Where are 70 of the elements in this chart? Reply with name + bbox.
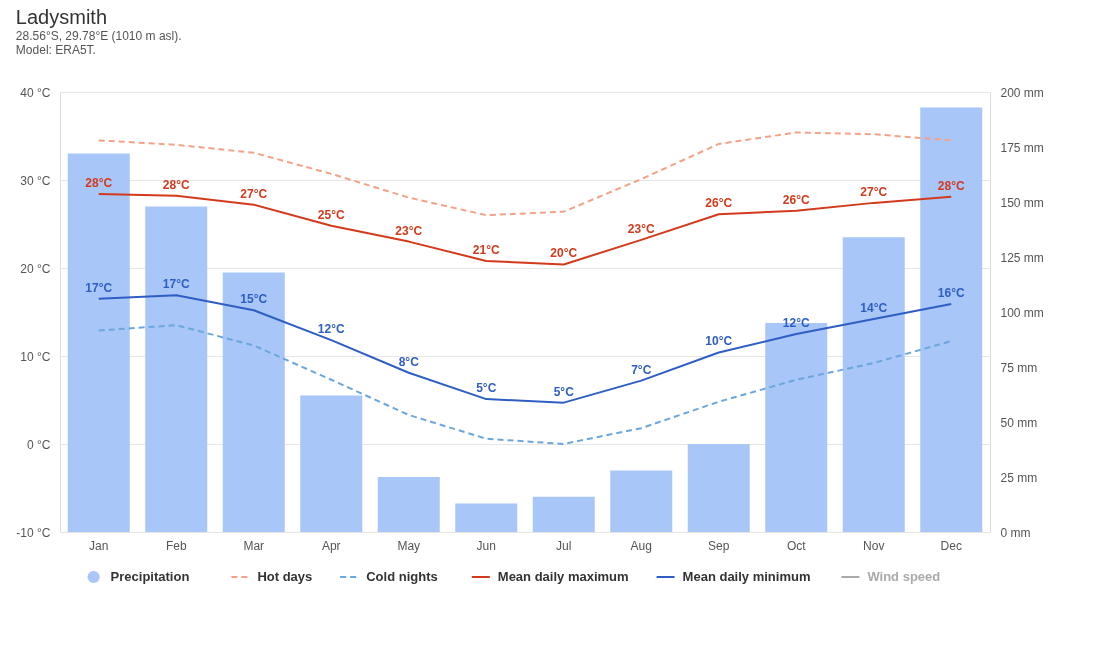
data-label: 8°C [398, 354, 420, 369]
data-label: 7°C [631, 362, 652, 377]
y2-tick-label: 200 mm [1000, 85, 1044, 100]
data-label: 23°C [627, 221, 655, 236]
bar [610, 470, 673, 532]
legend-label: Hot days [257, 569, 313, 584]
bar [455, 503, 518, 532]
data-label: 25°C [317, 207, 345, 222]
y2-tick-label: 100 mm [1000, 305, 1044, 320]
data-label: 17°C [85, 280, 113, 295]
bar [687, 444, 750, 532]
legend-label: Precipitation [110, 569, 190, 584]
legend-label: Mean daily maximum [497, 569, 629, 584]
data-label: 28°C [85, 176, 113, 191]
data-label: 28°C [162, 177, 190, 192]
x-tick-label: Dec [940, 538, 962, 553]
bar [377, 477, 440, 532]
data-label: 17°C [162, 277, 190, 292]
text: Model: ERA5T. [15, 43, 96, 57]
y2-tick-label: 25 mm [1000, 470, 1038, 485]
legend-label: Mean daily minimum [682, 569, 811, 584]
x-tick-label: Jun [476, 538, 496, 553]
y-tick-label: -10 °C [16, 525, 51, 540]
data-label: 26°C [782, 192, 810, 207]
x-tick-label: Mar [243, 538, 265, 553]
bar [532, 496, 595, 532]
x-tick-label: Sep [708, 538, 730, 553]
x-tick-label: Jul [556, 538, 572, 553]
legend-label: Wind speed [867, 569, 941, 584]
data-label: 26°C [705, 196, 733, 211]
data-label: 14°C [860, 301, 888, 316]
bar [145, 206, 208, 532]
data-label: 28°C [937, 178, 965, 193]
bar [920, 107, 983, 532]
y-tick-label: 10 °C [20, 349, 51, 364]
data-label: 12°C [317, 322, 345, 337]
y2-tick-label: 0 mm [1000, 525, 1031, 540]
data-label: 20°C [550, 246, 578, 261]
y-tick-label: 20 °C [20, 261, 51, 276]
bar [67, 153, 130, 532]
bar [222, 272, 285, 532]
x-tick-label: Jan [89, 538, 109, 553]
data-label: 27°C [240, 186, 268, 201]
y-tick-label: 40 °C [20, 85, 51, 100]
x-tick-label: Nov [863, 538, 885, 553]
y2-tick-label: 50 mm [1000, 415, 1038, 430]
bar [842, 237, 905, 532]
data-label: 5°C [476, 381, 497, 396]
data-label: 21°C [472, 242, 500, 257]
y2-tick-label: 175 mm [1000, 140, 1044, 155]
data-label: 16°C [937, 286, 965, 301]
x-tick-label: May [397, 538, 421, 553]
chart-title: Ladysmith [15, 6, 108, 28]
data-label: 15°C [240, 292, 268, 307]
data-label: 10°C [705, 334, 733, 349]
y2-tick-label: 150 mm [1000, 195, 1044, 210]
data-label: 23°C [395, 223, 423, 238]
y-tick-label: 30 °C [20, 173, 51, 188]
data-label: 27°C [860, 184, 888, 199]
x-tick-label: Oct [786, 538, 807, 553]
data-label: 5°C [553, 384, 575, 399]
legend-label: Cold nights [366, 569, 438, 584]
x-tick-label: Aug [630, 538, 652, 553]
chart-subtitle: 28.56°S, 29.78°E (1010 m asl). [15, 29, 182, 43]
y2-tick-label: 75 mm [1000, 360, 1038, 375]
x-tick-label: Feb [165, 538, 187, 553]
bar [300, 395, 363, 532]
y-tick-label: 0 °C [27, 437, 51, 452]
y2-tick-label: 125 mm [1000, 250, 1044, 265]
x-tick-label: Apr [321, 538, 341, 553]
